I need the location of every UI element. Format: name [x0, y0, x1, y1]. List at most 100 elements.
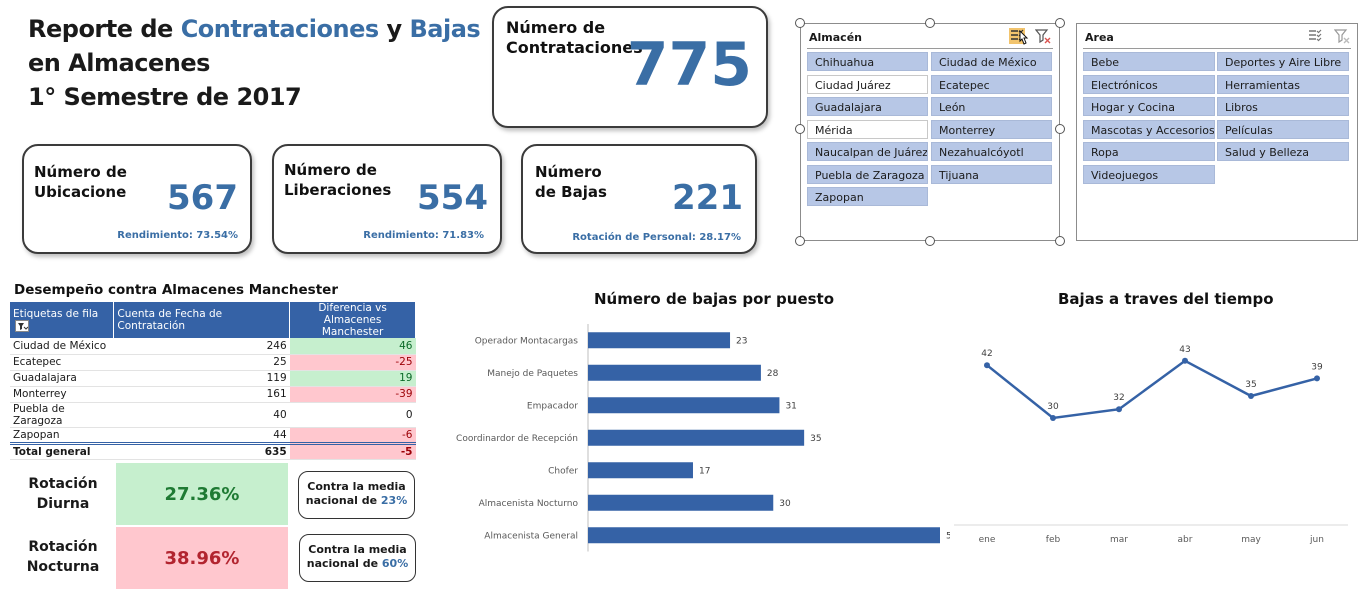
- bar-value-label: 31: [785, 401, 796, 411]
- cursor-icon: [1019, 30, 1029, 45]
- kpi-sub-liberaciones: Rendimiento: 71.83%: [363, 230, 484, 241]
- series-line: [986, 359, 1318, 420]
- slicer-item-salud-y-belleza[interactable]: Salud y Belleza: [1217, 142, 1349, 161]
- slicer-almacen-title: Almacén: [809, 31, 862, 44]
- line-value-label: 42: [981, 349, 992, 359]
- rotacion-diurna-value: 27.36%: [116, 463, 288, 525]
- slicer-item-ciudad-juarez[interactable]: Ciudad Juárez: [807, 74, 928, 94]
- row-label: Ecatepec: [10, 354, 114, 371]
- bar-category-label: Operador Montacargas: [475, 336, 579, 346]
- slicer-item-ecatepec[interactable]: Ecatepec: [931, 74, 1052, 94]
- row-label: Monterrey: [10, 386, 114, 403]
- slicer-item-videojuegos[interactable]: Videojuegos: [1083, 164, 1215, 184]
- line-category-label: jun: [1309, 535, 1324, 545]
- kpi-card-liberaciones: Número de Liberaciones 554 Rendimiento: …: [272, 144, 502, 254]
- line-point[interactable]: [1182, 357, 1188, 364]
- slicer-item-libros[interactable]: Libros: [1217, 97, 1349, 116]
- bar[interactable]: [588, 397, 780, 414]
- line-point[interactable]: [1248, 393, 1254, 399]
- media-diurna-pct: 23%: [380, 494, 408, 507]
- pivot-table: Etiquetas de fila Cuenta de Fecha de Con…: [10, 302, 416, 460]
- kpi-sub-bajas: Rotación de Personal: 28.17%: [572, 232, 741, 243]
- resize-handle[interactable]: [795, 236, 805, 246]
- table-row[interactable]: Zapopan 44 -6: [10, 427, 416, 444]
- line-point[interactable]: [1116, 406, 1122, 413]
- bar[interactable]: [588, 332, 731, 349]
- line-category-label: mar: [1110, 535, 1128, 545]
- title-word-contrataciones: Contrataciones: [180, 15, 379, 43]
- media-nocturna-pct: 60%: [381, 557, 409, 570]
- clear-filter-icon[interactable]: [1035, 28, 1051, 44]
- slicer-item-electronicos[interactable]: Electrónicos: [1083, 74, 1215, 94]
- slicer-area[interactable]: Area Bebe Deportes y Aire Libre Electrónic…: [1076, 23, 1358, 241]
- slicer-almacen[interactable]: Almacén Chihuahua Ciudad de México Ciudad …: [800, 23, 1060, 241]
- bar-chart: Operador Montacargas 23 Manejo de Paquetes…: [456, 324, 950, 552]
- slicer-item-guadalajara[interactable]: Guadalajara: [807, 97, 928, 116]
- rotacion-nocturna-label: Rotación Nocturna: [26, 539, 100, 575]
- bar-category-label: Coordinardor de Recepción: [456, 433, 578, 444]
- slicer-item-nezahualcoyotl[interactable]: Nezahualcóyotl: [931, 142, 1052, 161]
- slicer-item-zapopan[interactable]: Zapopan: [807, 187, 928, 206]
- line-point[interactable]: [984, 362, 990, 369]
- total-label: Total general: [10, 441, 114, 460]
- bar[interactable]: [588, 462, 693, 479]
- table-row[interactable]: Monterrey 161 -39: [10, 386, 416, 403]
- slicer-item-puebla-de-zaragoza[interactable]: Puebla de Zaragoza: [807, 164, 928, 184]
- row-count: 246: [113, 338, 290, 355]
- line-value-label: 43: [1179, 345, 1190, 355]
- clear-filter-icon[interactable]: [1334, 28, 1350, 44]
- media-nocturna-text: Contra la media nacional de: [306, 543, 407, 570]
- media-diurna-box: Contra la media nacional de 23%: [298, 471, 415, 519]
- bar[interactable]: [588, 494, 774, 511]
- resize-handle[interactable]: [1055, 124, 1065, 134]
- slicer-area-title: Area: [1085, 31, 1114, 44]
- slicer-item-deportes-y-aire-libre[interactable]: Deportes y Aire Libre: [1217, 52, 1349, 71]
- table-row[interactable]: Puebla de Zaragoza 40 0: [10, 402, 416, 428]
- bar[interactable]: [588, 364, 761, 381]
- kpi-label-bajas: Número de Bajas: [535, 163, 607, 201]
- bar[interactable]: [588, 527, 940, 544]
- slicer-item-herramientas[interactable]: Herramientas: [1217, 74, 1349, 94]
- title-word-1: Reporte de: [28, 15, 181, 43]
- table-row[interactable]: Guadalajara 119 19: [10, 370, 416, 387]
- slicer-item-ciudad-de-mexico[interactable]: Ciudad de México: [931, 52, 1052, 71]
- table-row[interactable]: Ciudad de México 246 46: [10, 338, 416, 355]
- resize-handle[interactable]: [925, 236, 935, 246]
- slicer-item-monterrey[interactable]: Monterrey: [931, 119, 1052, 139]
- filter-dropdown-icon[interactable]: [15, 320, 29, 332]
- slicer-item-hogar-y-cocina[interactable]: Hogar y Cocina: [1083, 97, 1215, 116]
- line-point[interactable]: [1050, 415, 1056, 421]
- slicer-item-naucalpan-de-juarez[interactable]: Naucalpan de Juárez: [807, 142, 928, 161]
- slicer-item-peliculas[interactable]: Películas: [1217, 119, 1349, 139]
- slicer-item-chihuahua[interactable]: Chihuahua: [807, 52, 928, 71]
- total-count: 635: [113, 441, 290, 460]
- resize-handle[interactable]: [795, 124, 805, 134]
- slicer-item-ropa[interactable]: Ropa: [1083, 142, 1215, 161]
- row-label: Guadalajara: [10, 370, 114, 387]
- bar-category-label: Empacador: [527, 401, 578, 411]
- pivot-header-rows[interactable]: Etiquetas de fila: [10, 302, 115, 338]
- slicer-item-mascotas-y-accesorios[interactable]: Mascotas y Accesorios: [1083, 119, 1215, 139]
- bar-value-label: 30: [779, 499, 791, 509]
- slicer-item-leon[interactable]: León: [931, 97, 1052, 116]
- slicer-item-merida[interactable]: Mérida: [807, 119, 928, 139]
- multi-select-icon[interactable]: [1307, 28, 1323, 44]
- bar-value-label: 57: [946, 531, 950, 541]
- resize-handle[interactable]: [1055, 18, 1065, 28]
- line-value-label: 32: [1113, 393, 1124, 403]
- resize-handle[interactable]: [795, 18, 805, 28]
- pivot-header-count: Cuenta de Fecha de Contratación: [113, 302, 291, 338]
- kpi-card-bajas: Número de Bajas 221 Rotación de Personal…: [521, 144, 757, 254]
- slicer-item-tijuana[interactable]: Tijuana: [931, 164, 1052, 184]
- line-category-label: ene: [979, 535, 996, 545]
- slicer-item-bebe[interactable]: Bebe: [1083, 52, 1215, 71]
- title-word-5: en Almacenes: [28, 49, 210, 77]
- resize-handle[interactable]: [1055, 236, 1065, 246]
- line-point[interactable]: [1314, 375, 1320, 382]
- kpi-label-ubicaciones: Número de Ubicacione: [34, 163, 127, 201]
- table-row[interactable]: Ecatepec 25 -25: [10, 354, 416, 371]
- title-word-3: y: [378, 15, 410, 43]
- line-chart: 42 ene 30 feb 32 mar 43 abr 35 may 39 jun: [954, 345, 1348, 545]
- resize-handle[interactable]: [925, 18, 935, 28]
- bar[interactable]: [588, 429, 805, 446]
